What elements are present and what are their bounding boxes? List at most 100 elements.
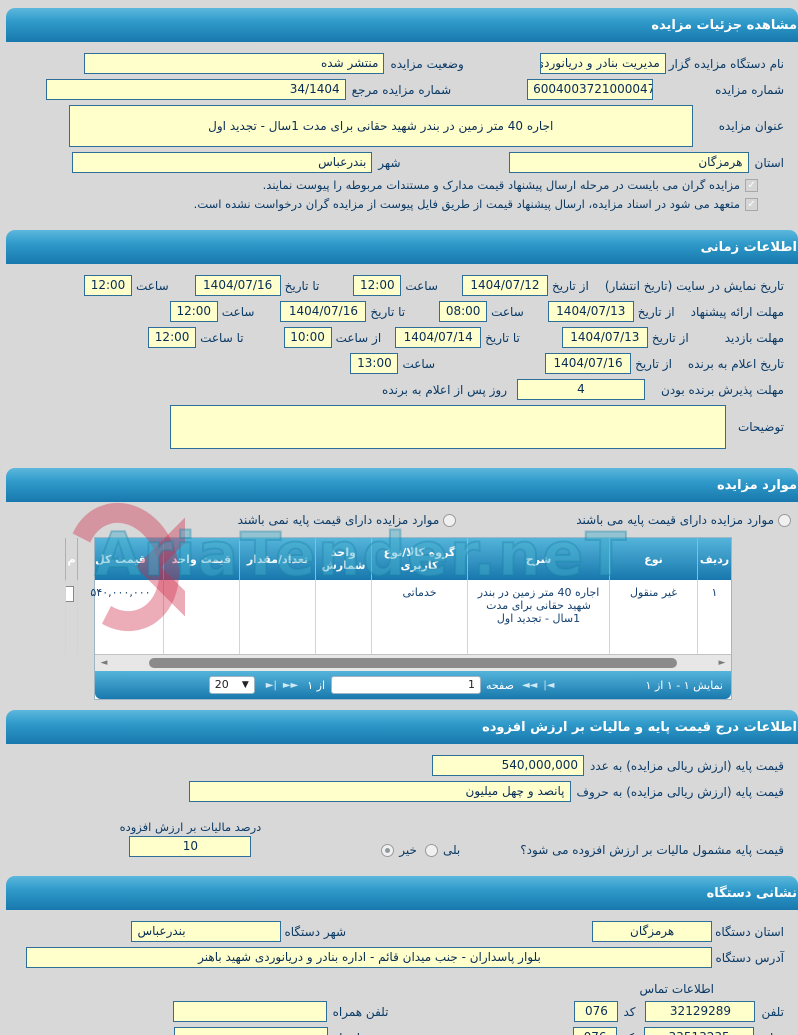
col-type[interactable]: نوع: [609, 538, 697, 580]
hour-label: ساعت: [405, 278, 438, 293]
col-unit[interactable]: واحد شمارش: [315, 538, 371, 580]
fax-code-field[interactable]: 076: [573, 1027, 618, 1035]
scroll-left-arrow-icon[interactable]: ◄: [100, 658, 108, 668]
page-header-bar: مشاهده جزئیات مزایده: [6, 8, 798, 42]
agency-province-label: استان دستگاه: [715, 924, 784, 939]
attach-docs-checkbox[interactable]: ✓: [745, 178, 758, 192]
ref-field[interactable]: 34/1404: [45, 79, 346, 100]
publish-to-hour[interactable]: 12:00: [83, 275, 132, 296]
no-base-price-radio[interactable]: [443, 513, 457, 527]
page-title: مشاهده جزئیات مزایده: [651, 17, 797, 33]
city-field[interactable]: بندرعباس: [72, 152, 373, 173]
col-quantity[interactable]: تعداد/مقدار: [239, 538, 315, 580]
offer-from-hour[interactable]: 08:00: [439, 301, 488, 322]
publish-to-date[interactable]: 1404/07/16: [194, 275, 281, 296]
cell-index: ۱: [697, 580, 731, 654]
attach-docs-note: مزایده گران می بایست در مرحله ارسال پیشن…: [262, 178, 740, 192]
hour-label: ساعت: [491, 304, 524, 319]
mobile-label: تلفن همراه: [332, 1004, 389, 1019]
from-date-label: از تاریخ: [551, 278, 589, 293]
items-table-header: ردیف نوع شرح گروه کالا/نوع کاربری واحد ش…: [65, 538, 731, 580]
to-date-label: تا تاریخ: [485, 330, 520, 345]
time-section-bar: اطلاعات زمانی: [6, 230, 798, 264]
table-row[interactable]: ۱ غیر منقول اجاره 40 متر زمین در بندر شه…: [65, 580, 731, 654]
agency-address-label: آدرس دستگاه: [715, 950, 784, 965]
cell-description: اجاره 40 متر زمین در بندر شهید حقانی برا…: [467, 580, 609, 654]
col-total-price[interactable]: قیمت کل: [77, 538, 163, 580]
page-size-value: 20: [214, 678, 229, 691]
from-date-label: از تاریخ: [637, 304, 675, 319]
vat-yes-radio[interactable]: [424, 844, 438, 857]
col-clipped: م: [65, 538, 77, 580]
org-label: نام دستگاه مزایده گزار: [668, 56, 784, 71]
publish-from-hour[interactable]: 12:00: [353, 275, 402, 296]
scrollbar-thumb[interactable]: [149, 658, 677, 668]
accept-days-field[interactable]: 4: [517, 379, 645, 400]
next-page-icon[interactable]: ►►: [282, 679, 299, 691]
number-label: شماره مزایده: [715, 82, 784, 97]
agency-address-field[interactable]: بلوار پاسداران - جنب میدان قائم - اداره …: [26, 947, 713, 968]
province-field[interactable]: هرمزگان: [508, 152, 749, 173]
base-price-number-field[interactable]: 540,000,000: [431, 755, 584, 776]
vat-percent-field[interactable]: 10: [129, 836, 252, 857]
base-price-words-label: قیمت پایه (ارزش ریالی مزایده) به حروف: [576, 784, 784, 799]
title-field[interactable]: اجاره 40 متر زمین در بندر شهید حقانی برا…: [68, 105, 693, 147]
scroll-right-arrow-icon[interactable]: ►: [718, 658, 726, 668]
visit-deadline-label: مهلت بازدید: [724, 330, 784, 345]
visit-to-date[interactable]: 1404/07/14: [395, 327, 482, 348]
time-section-title: اطلاعات زمانی: [700, 239, 797, 255]
announce-date[interactable]: 1404/07/16: [545, 353, 632, 374]
agency-province-field[interactable]: هرمزگان: [592, 921, 713, 942]
col-description[interactable]: شرح: [467, 538, 609, 580]
publish-from-date[interactable]: 1404/07/12: [461, 275, 548, 296]
vat-percent-label: درصد مالیات بر ارزش افزوده: [119, 820, 262, 834]
has-base-price-radio[interactable]: [778, 513, 791, 527]
no-base-price-label: موارد مزایده دارای قیمت پایه نمی باشند: [237, 513, 440, 527]
number-field[interactable]: 6004003721000047: [527, 79, 654, 100]
status-field[interactable]: منتشر شده: [84, 53, 385, 74]
to-date-label: تا تاریخ: [370, 304, 406, 319]
description-field[interactable]: [169, 405, 726, 449]
phone-code-field[interactable]: 076: [574, 1001, 619, 1022]
phone-field[interactable]: 32129289: [645, 1001, 756, 1022]
accept-days-suffix: روز پس از اعلام به برنده: [382, 382, 507, 397]
no-price-file-checkbox[interactable]: ✓: [745, 197, 758, 211]
page-label: صفحه: [486, 678, 514, 692]
email-field[interactable]: [173, 1027, 328, 1035]
col-category[interactable]: گروه کالا/نوع کاربری: [371, 538, 467, 580]
visit-to-hour[interactable]: 12:00: [148, 327, 197, 348]
last-page-icon[interactable]: |►: [265, 679, 277, 691]
visit-from-date[interactable]: 1404/07/13: [561, 327, 648, 348]
offer-to-hour[interactable]: 12:00: [169, 301, 218, 322]
horizontal-scrollbar[interactable]: ► ◄: [95, 654, 731, 671]
fax-field[interactable]: 33513235: [644, 1027, 755, 1035]
vat-no-radio[interactable]: [381, 844, 395, 857]
announce-hour[interactable]: 13:00: [350, 353, 399, 374]
general-info-form: نام دستگاه مزایده گزار مدیریت بنادر و در…: [0, 42, 798, 220]
base-price-words-field[interactable]: پانصد و چهل میلیون: [188, 781, 571, 802]
offer-to-date[interactable]: 1404/07/16: [280, 301, 367, 322]
no-price-file-note: متعهد می شود در اسناد مزایده، ارسال پیشن…: [193, 197, 740, 211]
page-size-select[interactable]: ▼ 20: [208, 676, 255, 694]
col-unit-price[interactable]: قیمت واحد: [163, 538, 239, 580]
visit-from-hour[interactable]: 10:00: [283, 327, 332, 348]
cell-unit: [315, 580, 371, 654]
to-hour-label: تا ساعت: [200, 330, 244, 345]
items-section-bar: موارد مزایده: [6, 468, 798, 502]
prev-page-icon[interactable]: ◄◄: [521, 679, 538, 691]
offer-from-date[interactable]: 1404/07/13: [547, 301, 634, 322]
page-of-label: از ۱: [307, 678, 326, 692]
cell-category: خدماتی: [371, 580, 467, 654]
agency-city-field[interactable]: بندرعباس: [131, 921, 282, 942]
col-index[interactable]: ردیف: [697, 538, 731, 580]
address-section-title: نشانی دستگاه: [706, 885, 797, 901]
address-section-bar: نشانی دستگاه: [6, 876, 798, 910]
page-input[interactable]: 1: [331, 676, 482, 694]
first-page-icon[interactable]: ◄|: [543, 679, 555, 691]
mobile-field[interactable]: [172, 1001, 327, 1022]
fax-label: نمابر: [760, 1031, 784, 1035]
org-field[interactable]: مدیریت بنادر و دریانوردی ش: [539, 53, 666, 74]
cell-clipped: [65, 580, 77, 654]
hour-label2: ساعت: [221, 304, 255, 319]
from-date-label: از تاریخ: [635, 356, 672, 371]
